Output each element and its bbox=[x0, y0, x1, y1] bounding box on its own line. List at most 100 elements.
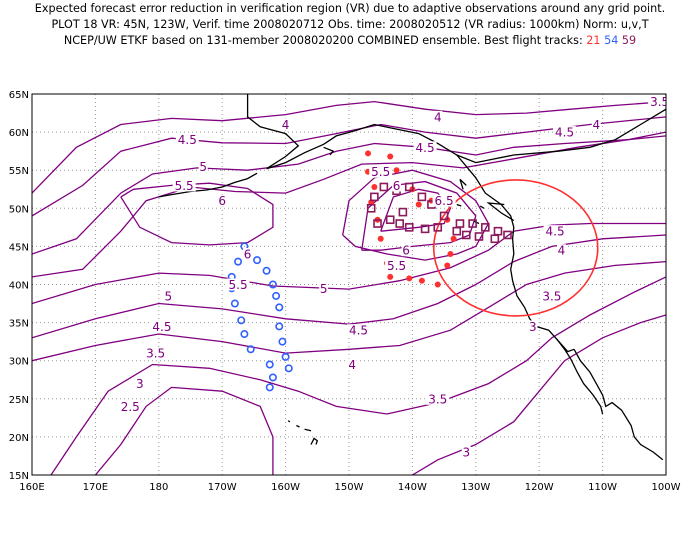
track-21-point bbox=[393, 167, 400, 174]
contour-label-bg bbox=[413, 141, 437, 154]
contour-label-bg bbox=[461, 446, 471, 459]
track-c-label: 59 bbox=[621, 34, 637, 47]
flight-tracks bbox=[227, 150, 512, 392]
lon-tick-label: 130W bbox=[461, 482, 490, 493]
coastline bbox=[310, 437, 319, 445]
contour-label: 3.5 bbox=[428, 392, 447, 406]
track-54-point bbox=[275, 303, 284, 312]
track-54-point bbox=[262, 266, 271, 275]
track-59-point bbox=[370, 192, 379, 202]
contour-label: 5.5 bbox=[175, 179, 194, 193]
contour-line bbox=[32, 131, 666, 255]
track-54-point bbox=[275, 322, 284, 331]
contour-label-bg bbox=[135, 377, 145, 390]
contour-label-bg bbox=[648, 95, 666, 108]
contour-label-bg bbox=[347, 324, 371, 337]
contour-label: 4 bbox=[592, 118, 600, 132]
contour-label-bg bbox=[426, 392, 450, 405]
contour-label: 4.5 bbox=[546, 225, 565, 239]
contour-label-bg bbox=[163, 289, 173, 302]
lat-tick-label: 60N bbox=[9, 128, 29, 139]
contour-label: 3.5 bbox=[650, 95, 669, 109]
contour-label: 6 bbox=[402, 244, 410, 258]
track-21-point bbox=[371, 183, 378, 190]
contour-line bbox=[32, 116, 666, 217]
contour-label-bg bbox=[150, 320, 174, 333]
contour-label: 5 bbox=[164, 289, 172, 303]
title-line-1: Expected forecast error reduction in ver… bbox=[34, 2, 666, 15]
coastline bbox=[296, 424, 300, 428]
coastline bbox=[158, 172, 258, 198]
contour-label-bg bbox=[281, 118, 291, 131]
track-21-point bbox=[406, 275, 413, 282]
contour-label-bg bbox=[401, 244, 411, 257]
track-54-point bbox=[240, 330, 249, 339]
track-59-point bbox=[468, 219, 477, 228]
track-59-point bbox=[417, 192, 427, 202]
title-line-3-prefix: NCEP/UW ETKF based on 131-member 2008020… bbox=[63, 34, 587, 47]
lon-tick-label: 160E bbox=[19, 482, 44, 493]
contour-line bbox=[32, 222, 666, 305]
lat-tick-label: 35N bbox=[9, 319, 29, 330]
lon-tick-label: 140W bbox=[398, 482, 427, 493]
coastline bbox=[323, 146, 335, 156]
coastline bbox=[287, 420, 291, 423]
track-54-point bbox=[246, 345, 255, 354]
track-b-label: 54 bbox=[604, 34, 619, 47]
title-line-2: PLOT 18 VR: 45N, 123W, Verif. time 20080… bbox=[51, 18, 649, 31]
track-54-point bbox=[237, 316, 246, 325]
track-54-point bbox=[284, 364, 293, 373]
track-21-point bbox=[387, 273, 394, 280]
title-line-3: NCEP/UW ETKF based on 131-member 2008020… bbox=[0, 34, 700, 47]
contour-label: 4 bbox=[558, 244, 566, 258]
lat-tick-label: 30N bbox=[9, 357, 29, 368]
track-54-point bbox=[268, 373, 277, 382]
contour-line bbox=[32, 234, 666, 339]
contour-label: 5 bbox=[199, 160, 207, 174]
contour-label-bg bbox=[369, 165, 393, 178]
contour-label-bg bbox=[591, 118, 601, 131]
track-59-point bbox=[395, 219, 405, 228]
track-59-point bbox=[398, 207, 408, 217]
contour-label: 4.5 bbox=[555, 126, 574, 140]
contour-line bbox=[94, 386, 274, 475]
lat-tick-label: 20N bbox=[9, 433, 29, 444]
coastline bbox=[486, 202, 515, 222]
axes: 160E 170E 180 170W 160W 150W 140W 130W 120W 110W 1… bbox=[9, 90, 681, 493]
vr-circle bbox=[432, 179, 599, 317]
coastline bbox=[456, 154, 604, 415]
contour-line bbox=[412, 314, 666, 475]
track-59-point bbox=[433, 223, 443, 232]
contour-label: 5.5 bbox=[229, 278, 248, 292]
track-59-point bbox=[493, 226, 503, 236]
contour-label-bg bbox=[144, 347, 168, 360]
lon-tick-label: 170E bbox=[83, 482, 108, 493]
contour-label-bg bbox=[347, 358, 357, 371]
lon-tick-label: 100W bbox=[652, 482, 681, 493]
coastline bbox=[556, 338, 575, 353]
contour-label-bg bbox=[433, 110, 443, 123]
track-21-point bbox=[377, 235, 384, 242]
track-59-point bbox=[404, 182, 414, 192]
track-54-point bbox=[230, 299, 239, 308]
contour-label: 6.5 bbox=[435, 194, 454, 208]
contour-label: 2.5 bbox=[121, 400, 140, 414]
track-59-point bbox=[379, 182, 389, 192]
track-59-point bbox=[385, 215, 395, 225]
contour-label: 6 bbox=[244, 248, 252, 262]
track-59-point bbox=[439, 211, 449, 221]
contour-line bbox=[32, 260, 666, 362]
contour-label-bg bbox=[432, 194, 456, 207]
contour-label: 3 bbox=[136, 377, 144, 391]
contour-label: 3 bbox=[462, 446, 470, 460]
contour-label-bg bbox=[392, 179, 402, 192]
contour-label: 5.5 bbox=[371, 165, 390, 179]
contour-label-bg bbox=[385, 259, 409, 272]
lon-tick-label: 170W bbox=[208, 482, 237, 493]
coastline bbox=[479, 205, 485, 209]
coastline bbox=[246, 94, 666, 170]
contour-label: 5 bbox=[320, 282, 328, 296]
contour-line bbox=[50, 276, 666, 475]
contour-label: 3 bbox=[529, 320, 537, 334]
